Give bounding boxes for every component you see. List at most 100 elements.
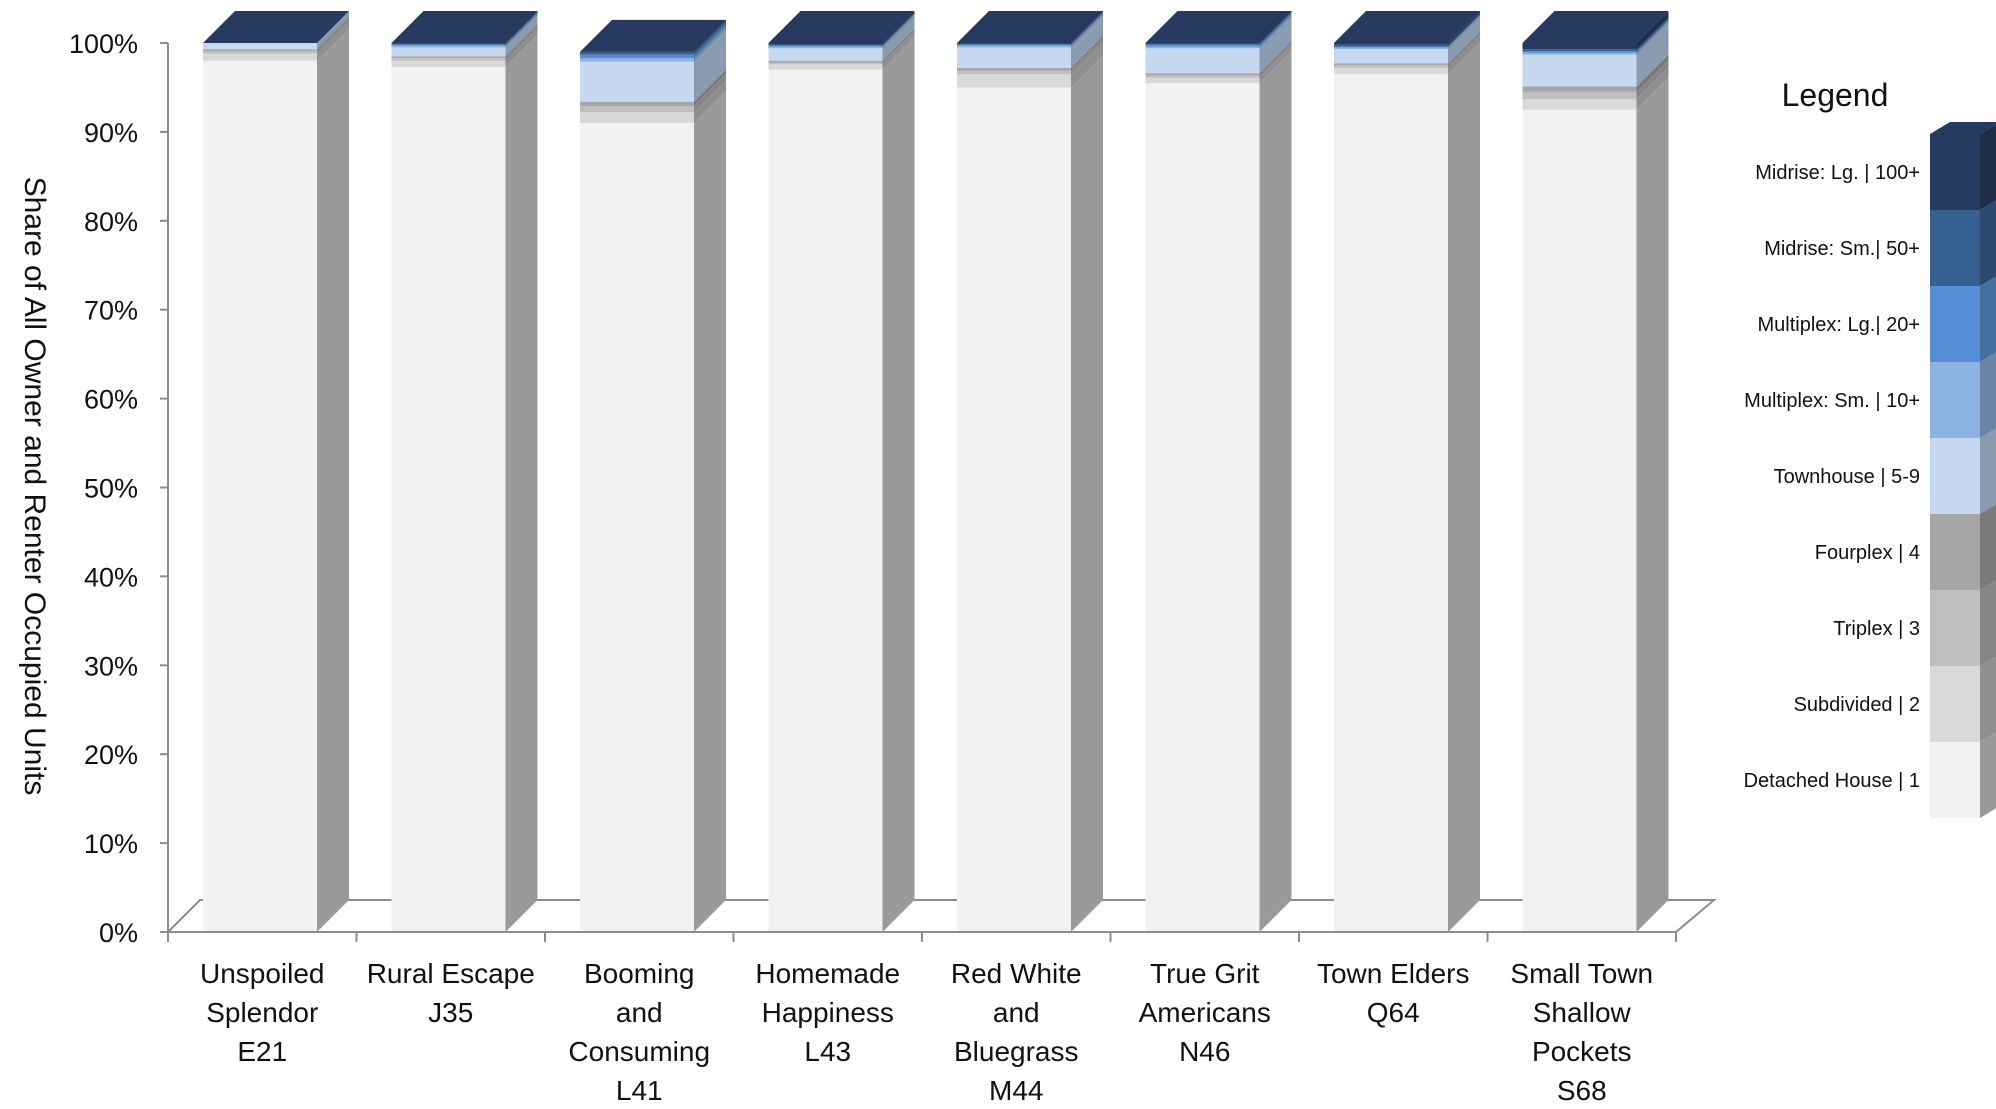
x-category-label: N46 xyxy=(1179,1036,1230,1067)
bar-segment xyxy=(203,43,317,50)
x-category-label: Booming xyxy=(584,958,695,989)
bar-segment xyxy=(768,43,883,45)
bar-segment-side xyxy=(694,69,726,107)
bar-segment xyxy=(1334,65,1448,68)
legend-item-label: Multiplex: Sm. | 10+ xyxy=(1744,390,1920,412)
legend-item-label: Fourplex | 4 xyxy=(1815,542,1920,564)
legend-swatch-side xyxy=(1980,276,1996,362)
y-tick-label: 100% xyxy=(69,29,138,59)
legend-item-label: Midrise: Sm.| 50+ xyxy=(1764,238,1920,260)
bar-stack xyxy=(1522,11,1669,933)
bar-segment xyxy=(1334,47,1448,50)
bar-segment xyxy=(1522,99,1637,110)
legend-swatch xyxy=(1930,742,1980,818)
bar-segment xyxy=(391,45,506,48)
bar-segment xyxy=(1145,43,1260,45)
bar-segment xyxy=(580,123,694,932)
y-tick-label: 20% xyxy=(84,740,138,770)
bar-segment-side xyxy=(1259,14,1292,49)
x-category-label: and xyxy=(993,997,1040,1028)
y-tick-label: 80% xyxy=(84,207,138,237)
bar-segment-side xyxy=(1636,77,1669,933)
bar-segment xyxy=(580,51,694,53)
bar-segment-side xyxy=(1259,43,1292,78)
x-category-label: Small Town xyxy=(1510,958,1653,989)
bar-top-face xyxy=(1145,11,1292,43)
bar-segment xyxy=(1522,91,1637,100)
bar-top-face xyxy=(391,11,538,43)
bar-segment xyxy=(957,70,1071,75)
bar-segment-side xyxy=(1636,17,1669,52)
bar-segment xyxy=(203,60,317,932)
bar-stack xyxy=(203,11,349,932)
bar-segment-side xyxy=(505,11,538,45)
bar-segment-side xyxy=(694,74,726,113)
y-tick-label: 30% xyxy=(84,651,138,681)
bar-segment xyxy=(580,101,694,107)
legend-swatch-side xyxy=(1980,428,1996,514)
bar-stack xyxy=(768,11,915,933)
bar-segment xyxy=(768,64,883,70)
x-category-label: Happiness xyxy=(762,997,894,1028)
bar-segment xyxy=(580,61,694,102)
bar-segment xyxy=(391,44,506,46)
bar-segment xyxy=(768,46,883,49)
bar-segment xyxy=(580,54,694,59)
bars xyxy=(203,11,1669,933)
bar-segment-side xyxy=(317,19,349,54)
bar-segment xyxy=(580,52,694,55)
bar-segment-side xyxy=(1448,35,1480,75)
bar-segment xyxy=(768,69,883,933)
bar-segment xyxy=(391,43,506,45)
bar-segment xyxy=(1334,46,1448,48)
bar-segment-side xyxy=(505,12,538,46)
bar-segment xyxy=(391,67,506,933)
bar-segment-side xyxy=(882,14,915,49)
bar-segment xyxy=(1334,74,1448,933)
bar-segment-side xyxy=(505,35,538,933)
x-category-label: Rural Escape xyxy=(367,958,535,989)
legend-item-label: Midrise: Lg. | 100+ xyxy=(1755,162,1920,184)
bar-segment xyxy=(768,62,883,65)
bar-segment xyxy=(391,47,506,57)
legend-swatch-side xyxy=(1980,124,1996,210)
bar-segment-side xyxy=(1071,11,1103,44)
bar-segment xyxy=(1522,86,1637,92)
bar-segment-side xyxy=(317,28,349,932)
legend-item-label: Detached House | 1 xyxy=(1744,770,1920,792)
bar-segment xyxy=(1145,43,1260,44)
bar-segment-side xyxy=(694,19,726,53)
bar-segment xyxy=(1334,67,1448,75)
legend-title: Legend xyxy=(1782,77,1889,113)
x-category-label: M44 xyxy=(989,1075,1043,1104)
bar-segment-side xyxy=(505,26,538,61)
bar-segment xyxy=(1334,63,1448,66)
bar-segment xyxy=(1145,83,1260,932)
bar-segment-side xyxy=(1636,67,1669,110)
bar-segment-side xyxy=(882,13,915,47)
bar-segment xyxy=(957,43,1071,44)
bar-segment-side xyxy=(694,29,726,102)
legend-swatch xyxy=(1930,286,1980,362)
x-category-label: S68 xyxy=(1557,1075,1607,1104)
x-category-label: Shallow xyxy=(1533,997,1632,1028)
bar-segment xyxy=(957,74,1071,88)
bar-segment xyxy=(1522,51,1637,53)
bar-segment-side xyxy=(1636,54,1669,92)
legend-swatch xyxy=(1930,514,1980,590)
bar-segment-side xyxy=(1259,45,1292,84)
bar-stack xyxy=(957,11,1103,932)
bar-segment xyxy=(1522,109,1637,933)
legend-swatch-side xyxy=(1980,352,1996,438)
legend-swatch xyxy=(1930,438,1980,514)
bar-segment xyxy=(580,112,694,124)
bar-top-face xyxy=(768,11,915,43)
x-category-label: Red White xyxy=(951,958,1082,989)
bar-segment xyxy=(768,45,883,47)
y-tick-label: 60% xyxy=(84,385,138,415)
bar-segment xyxy=(1145,75,1260,78)
x-category-label: L41 xyxy=(616,1075,663,1104)
bar-segment-side xyxy=(1259,11,1292,44)
bar-top-face xyxy=(580,19,726,52)
